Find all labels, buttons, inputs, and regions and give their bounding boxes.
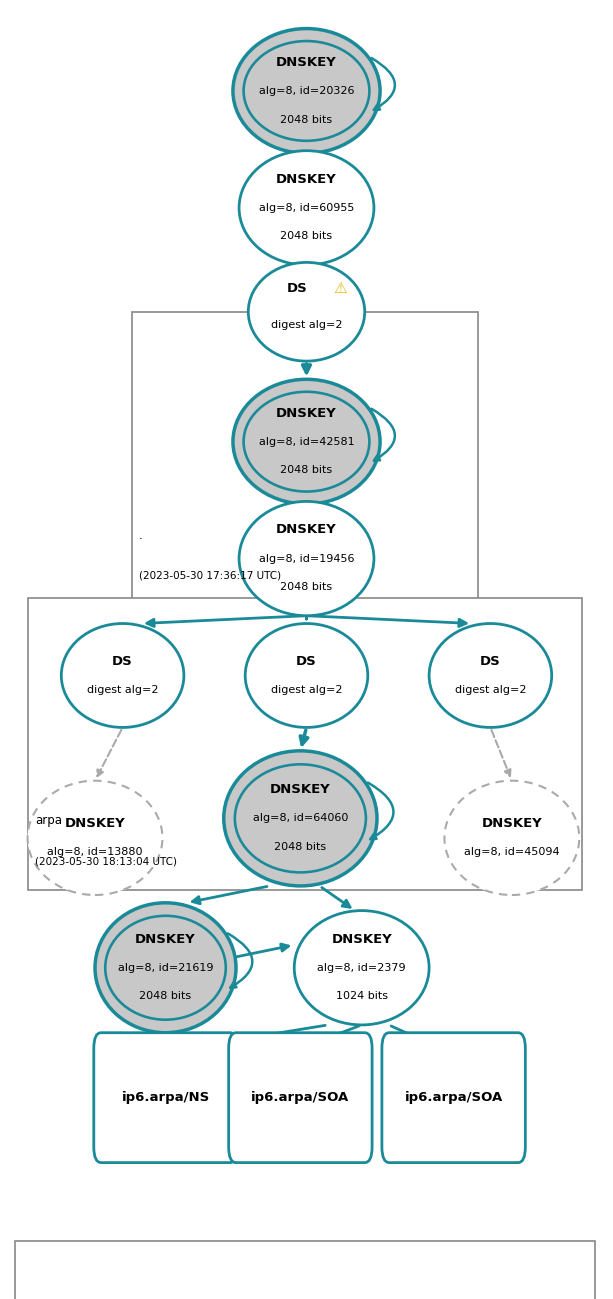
Text: DS: DS <box>296 655 317 668</box>
Text: ip6.arpa/SOA: ip6.arpa/SOA <box>251 1091 349 1104</box>
FancyBboxPatch shape <box>229 1033 372 1163</box>
Bar <box>28 598 582 890</box>
FancyBboxPatch shape <box>382 1033 525 1163</box>
Text: alg=8, id=60955: alg=8, id=60955 <box>259 203 354 213</box>
Bar <box>132 312 478 604</box>
FancyBboxPatch shape <box>94 1033 237 1163</box>
Text: digest alg=2: digest alg=2 <box>87 685 158 695</box>
Text: alg=8, id=19456: alg=8, id=19456 <box>259 553 354 564</box>
Text: ip6.arpa/NS: ip6.arpa/NS <box>121 1091 210 1104</box>
Text: digest alg=2: digest alg=2 <box>455 685 526 695</box>
Text: ⚠: ⚠ <box>333 281 347 296</box>
Text: arpa: arpa <box>35 814 62 827</box>
Ellipse shape <box>224 751 377 886</box>
Text: alg=8, id=20326: alg=8, id=20326 <box>259 86 354 96</box>
Text: (2023-05-30 18:13:04 UTC): (2023-05-30 18:13:04 UTC) <box>35 856 177 866</box>
Ellipse shape <box>233 29 380 153</box>
Text: alg=8, id=45094: alg=8, id=45094 <box>464 847 560 857</box>
Ellipse shape <box>294 911 429 1025</box>
Ellipse shape <box>233 379 380 504</box>
Text: 1024 bits: 1024 bits <box>336 991 387 1002</box>
Text: .: . <box>139 529 143 542</box>
Text: DNSKEY: DNSKEY <box>270 783 331 796</box>
Text: DNSKEY: DNSKEY <box>276 56 337 69</box>
Text: alg=8, id=21619: alg=8, id=21619 <box>118 963 213 973</box>
Text: DNSKEY: DNSKEY <box>331 933 392 946</box>
Text: DS: DS <box>480 655 501 668</box>
Text: alg=8, id=42581: alg=8, id=42581 <box>259 436 354 447</box>
Ellipse shape <box>444 781 579 895</box>
Ellipse shape <box>245 624 368 727</box>
Text: DNSKEY: DNSKEY <box>481 817 543 830</box>
Text: 2048 bits: 2048 bits <box>280 582 333 592</box>
Text: DNSKEY: DNSKEY <box>276 407 337 420</box>
Ellipse shape <box>248 262 365 361</box>
Text: 2048 bits: 2048 bits <box>280 465 333 475</box>
Text: DNSKEY: DNSKEY <box>276 523 337 536</box>
Ellipse shape <box>61 624 184 727</box>
Text: DNSKEY: DNSKEY <box>135 933 196 946</box>
Ellipse shape <box>239 151 374 265</box>
Text: DNSKEY: DNSKEY <box>276 173 337 186</box>
Bar <box>15 1241 595 1299</box>
Text: alg=8, id=13880: alg=8, id=13880 <box>47 847 143 857</box>
Ellipse shape <box>239 501 374 616</box>
Ellipse shape <box>429 624 552 727</box>
Text: DS: DS <box>112 655 133 668</box>
Text: 2048 bits: 2048 bits <box>274 842 327 852</box>
Text: 2048 bits: 2048 bits <box>280 231 333 242</box>
Text: 2048 bits: 2048 bits <box>280 114 333 125</box>
Text: digest alg=2: digest alg=2 <box>271 685 342 695</box>
Text: alg=8, id=2379: alg=8, id=2379 <box>318 963 406 973</box>
Text: digest alg=2: digest alg=2 <box>271 320 342 330</box>
Text: DNSKEY: DNSKEY <box>64 817 126 830</box>
Text: (2023-05-30 17:36:17 UTC): (2023-05-30 17:36:17 UTC) <box>139 570 281 581</box>
Text: DS: DS <box>287 282 308 295</box>
Ellipse shape <box>95 903 236 1033</box>
Ellipse shape <box>28 781 162 895</box>
Text: 2048 bits: 2048 bits <box>139 991 192 1002</box>
Text: alg=8, id=64060: alg=8, id=64060 <box>253 813 348 824</box>
Text: ip6.arpa/SOA: ip6.arpa/SOA <box>405 1091 503 1104</box>
